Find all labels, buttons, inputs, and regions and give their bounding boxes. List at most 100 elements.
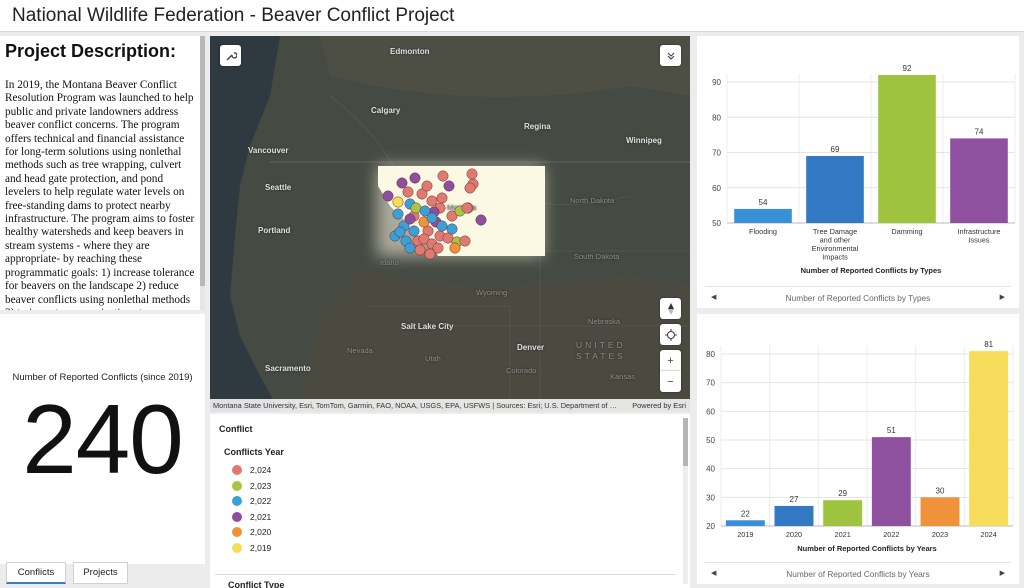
conflict-point[interactable] [421,180,433,192]
basemap[interactable] [210,36,690,412]
conflict-point[interactable] [437,170,449,182]
conflict-point[interactable] [449,242,461,254]
conflict-point[interactable] [426,195,438,207]
conflict-point[interactable] [442,232,454,244]
conflict-point[interactable] [408,225,420,237]
conflicts-by-type-chart: 50 60 70 80 90 54 Flooding 69 Tree Damage and oth… [697,36,1019,308]
conflict-point[interactable] [475,214,487,226]
conflict-point[interactable] [419,205,431,217]
chart-prev-icon[interactable]: ◀ [711,294,717,301]
zoom-in-button[interactable]: + [660,350,681,371]
map-state-label: Wyoming [476,288,508,297]
map-view[interactable]: Edmonton Calgary Regina Winnipeg Vancouv… [210,36,690,412]
map-city-label: Portland [258,226,291,235]
chart-next-icon[interactable]: ▶ [999,570,1005,577]
bar[interactable] [774,505,814,526]
x-tick-label: and other [820,236,851,245]
conflict-point[interactable] [443,180,455,192]
bar[interactable] [950,138,1008,223]
bar[interactable] [871,437,911,526]
legend-subtitle: Conflicts Year [224,447,284,457]
conflict-point[interactable] [446,210,458,222]
tab-conflicts[interactable]: Conflicts [6,562,66,584]
y-tick-label: 70 [706,379,715,388]
conflict-point[interactable] [382,190,394,202]
bar[interactable] [969,351,1009,526]
x-tick-label: 2020 [786,530,802,539]
conflict-point[interactable] [416,188,428,200]
compass-icon [667,302,674,315]
x-tick-label: Flooding [749,227,777,236]
map-legend: Conflict Conflicts Year 2,024 2,023 2,022 2… [210,414,690,588]
conflict-point[interactable] [436,192,448,204]
legend-swatch [232,542,242,553]
conflict-point[interactable] [466,168,478,180]
data-label: 51 [887,426,896,435]
x-tick-label: Infrastructure [958,227,1001,236]
bar[interactable] [734,208,792,223]
compass-button[interactable] [660,298,681,319]
description-scrollbar[interactable] [200,36,205,310]
conflict-point[interactable] [404,213,416,225]
conflict-point[interactable] [392,208,404,220]
data-label: 74 [975,127,984,136]
data-label: 22 [741,509,750,518]
conflict-point[interactable] [461,202,473,214]
conflict-point[interactable] [396,177,408,189]
conflict-point[interactable] [404,242,416,254]
map-city-label: Seattle [265,183,292,192]
bar[interactable] [806,156,864,223]
map-city-label: Calgary [371,106,401,115]
y-tick-label: 80 [712,113,721,122]
conflict-point[interactable] [446,223,458,235]
conflict-point[interactable] [402,186,414,198]
bar[interactable] [878,74,936,223]
data-label: 29 [838,489,847,498]
conflict-point[interactable] [392,196,404,208]
map-country-label: UNITED [576,340,626,350]
conflict-count-indicator: Number of Reported Conflicts (since 2019… [0,314,205,564]
bar[interactable] [823,500,863,526]
chart-footer: ◀ Number of Reported Conflicts by Years … [705,562,1011,584]
x-tick-label: Damming [891,227,922,236]
app-header: National Wildlife Federation - Beaver Co… [0,0,1024,32]
x-tick-label: 2023 [932,530,948,539]
conflict-points-layer[interactable] [210,36,690,412]
zoom-out-button[interactable]: − [660,371,681,392]
tab-projects[interactable]: Projects [73,562,128,584]
x-tick-label: Impacts [822,253,848,262]
chart-next-icon[interactable]: ▶ [999,294,1005,301]
description-scroll-thumb[interactable] [200,36,205,286]
conflict-point[interactable] [414,244,426,256]
conflict-point[interactable] [426,212,438,224]
y-tick-label: 60 [706,407,715,416]
conflict-point[interactable] [409,172,421,184]
conflict-point[interactable] [424,248,436,260]
map-city-label: Salt Lake City [401,322,454,331]
legend-scroll-thumb[interactable] [683,418,688,466]
chart-prev-icon[interactable]: ◀ [711,570,717,577]
map-attribution: Montana State University, Esri, TomTom, … [210,399,690,412]
map-city-label: Edmonton [390,47,430,56]
bar[interactable] [920,497,960,526]
bar[interactable] [725,520,765,526]
powered-by-esri[interactable]: Powered by Esri [632,401,686,410]
y-tick-label: 70 [712,149,721,158]
legend-item: 2,022 [232,495,271,507]
legend-divider [215,574,676,575]
y-tick-label: 30 [706,493,715,502]
conflict-point[interactable] [418,233,430,245]
map-collapse-button[interactable] [660,45,681,66]
locate-button[interactable] [660,324,681,345]
conflict-point[interactable] [394,226,406,238]
conflict-point[interactable] [464,182,476,194]
x-tick-label: 2021 [835,530,851,539]
map-tool-button[interactable] [220,45,241,66]
conflict-point[interactable] [459,235,471,247]
data-label: 81 [984,340,993,349]
x-axis-title: Number of Reported Conflicts by Years [797,544,936,553]
conflict-point[interactable] [432,242,444,254]
legend-scrollbar[interactable] [683,418,688,584]
conflict-point[interactable] [436,220,448,232]
